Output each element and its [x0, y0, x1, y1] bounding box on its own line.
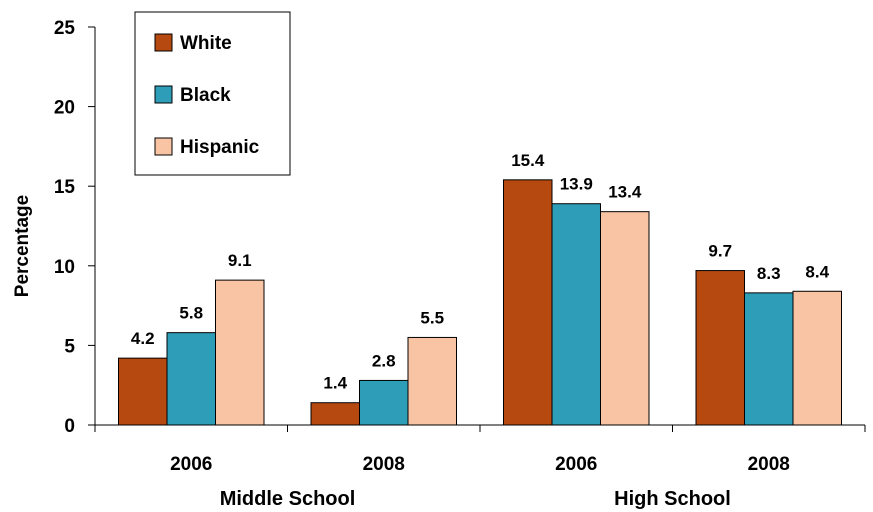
- bar-black-2: [551, 203, 601, 426]
- bar-white-3: [695, 270, 745, 426]
- bar-black-1: [359, 379, 409, 426]
- value-labels-layer: 4.2 5.8 9.1 1.4 2.8 5.5 15.4 13.9 13.4 9.7 8.3 8.4: [131, 151, 830, 393]
- y-tick-label: 0: [64, 416, 75, 437]
- y-tick-label: 15: [54, 177, 76, 198]
- group-label: High School: [614, 488, 731, 510]
- legend: White Black Hispanic: [134, 11, 291, 176]
- y-tick-label: 20: [54, 98, 75, 119]
- group-label: Middle School: [220, 488, 356, 510]
- value-label: 13.4: [608, 183, 642, 202]
- y-tick-label: 10: [54, 257, 75, 278]
- y-axis-label: Percentage: [12, 195, 33, 297]
- value-label: 9.7: [708, 242, 732, 261]
- axes-layer: 0 5 10 15 20 25 2006 2008 2006 2008 Middle School H…: [54, 18, 866, 510]
- legend-swatch-white: [154, 33, 173, 52]
- y-tick-label: 25: [54, 18, 76, 39]
- value-label: 9.1: [228, 251, 252, 270]
- bar-white-0: [118, 357, 168, 426]
- value-label: 13.9: [560, 175, 593, 194]
- value-label: 8.4: [805, 262, 829, 281]
- x-tick-label: 2008: [363, 454, 405, 475]
- legend-label: White: [180, 33, 232, 54]
- legend-swatch-black: [154, 85, 173, 104]
- legend-label: Black: [180, 85, 231, 106]
- value-label: 8.3: [757, 264, 781, 283]
- bar-white-2: [503, 179, 553, 426]
- value-label: 5.5: [420, 308, 444, 327]
- x-tick-label: 2006: [555, 454, 597, 475]
- x-tick-label: 2006: [170, 454, 212, 475]
- value-label: 4.2: [131, 329, 155, 348]
- bar-black-3: [744, 292, 794, 426]
- bar-hispanic-0: [215, 279, 265, 426]
- bar-hispanic-2: [600, 211, 650, 426]
- legend-label: Hispanic: [180, 137, 260, 158]
- bar-white-1: [310, 402, 360, 426]
- bar-hispanic-1: [407, 336, 457, 426]
- value-label: 5.8: [179, 304, 203, 323]
- value-label: 15.4: [511, 151, 545, 170]
- bar-hispanic-3: [792, 290, 842, 426]
- x-tick-label: 2008: [748, 454, 790, 475]
- legend-swatch-hispanic: [154, 137, 173, 156]
- value-label: 1.4: [323, 374, 347, 393]
- bar-black-0: [166, 332, 216, 426]
- bars-layer: [118, 179, 842, 426]
- value-label: 2.8: [372, 351, 396, 370]
- y-tick-label: 5: [64, 336, 75, 357]
